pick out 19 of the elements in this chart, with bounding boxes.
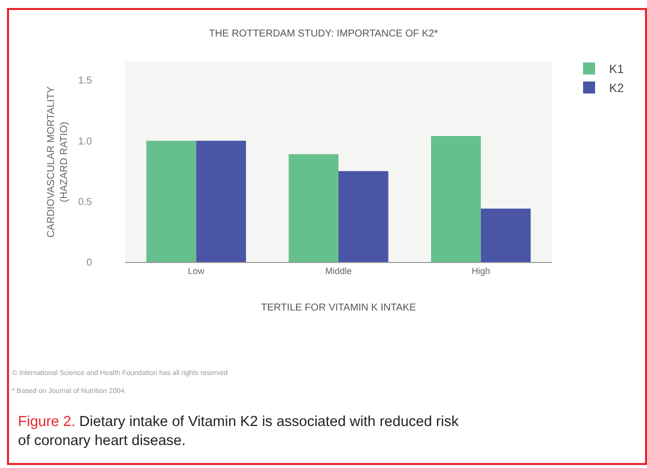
- y-tick-label: 0.5: [78, 196, 92, 208]
- bar: [480, 208, 531, 262]
- x-tick-label: High: [472, 266, 490, 276]
- chart-title: THE ROTTERDAM STUDY: IMPORTANCE OF K2*: [208, 28, 438, 40]
- x-tick-label: Middle: [325, 266, 352, 276]
- x-axis-title: TERTILE FOR VITAMIN K INTAKE: [260, 302, 416, 314]
- bar: [146, 140, 196, 262]
- bar: [431, 136, 481, 262]
- y-tick-label: 1.5: [78, 76, 92, 87]
- bar: [196, 140, 246, 262]
- legend-label: K2: [609, 81, 624, 96]
- y-tick-label: 0: [86, 258, 92, 268]
- y-axis-title: CARDIOVASCULAR MORTALITY (HAZARD RATIO): [46, 86, 70, 238]
- x-tick-label: Low: [188, 266, 205, 276]
- legend-label: K1: [609, 62, 624, 76]
- bar: [288, 154, 338, 262]
- y-tick-label: 1.0: [78, 136, 92, 148]
- bar: [338, 171, 388, 262]
- caption: Figure 2.: [18, 414, 76, 430]
